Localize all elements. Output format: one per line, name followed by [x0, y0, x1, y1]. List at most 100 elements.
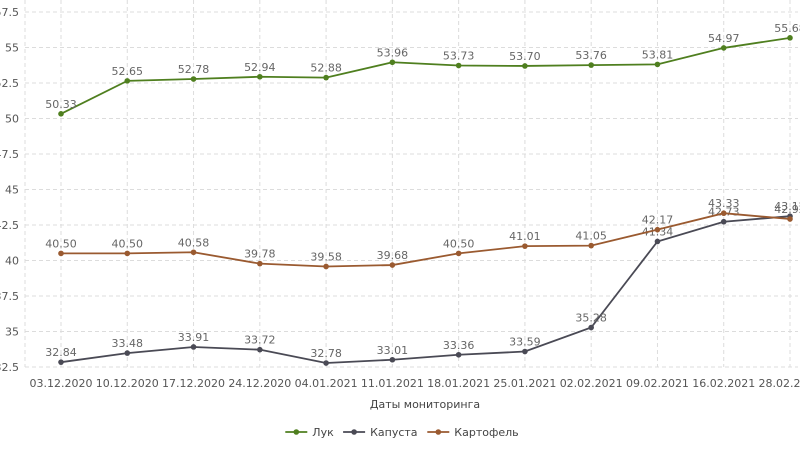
data-label: 54.97 — [708, 32, 740, 45]
data-label: 33.48 — [112, 337, 144, 350]
data-point[interactable] — [787, 35, 793, 41]
data-label: 42.92 — [774, 203, 800, 216]
data-point[interactable] — [455, 62, 462, 69]
data-label: 50.33 — [45, 98, 77, 111]
data-point[interactable] — [124, 78, 131, 84]
data-point[interactable] — [58, 359, 64, 365]
data-point[interactable] — [257, 73, 263, 80]
legend-swatch-marker — [293, 429, 300, 435]
data-point[interactable] — [58, 111, 64, 117]
y-axis-ticks: 32.5 35 37.5 40 42.5 45 47.5 50 52.5 55 57.5 — [0, 6, 19, 374]
legend-item[interactable]: Капуста — [343, 426, 418, 439]
data-point[interactable] — [654, 61, 661, 68]
data-label: 42.17 — [642, 214, 674, 227]
data-label: 53.76 — [575, 49, 607, 62]
data-point[interactable] — [190, 76, 197, 82]
y-tick-label: 50 — [5, 113, 19, 126]
y-tick-label: 57.5 — [0, 6, 19, 19]
data-label: 35.28 — [575, 312, 607, 325]
data-label: 40.50 — [112, 237, 144, 250]
data-point[interactable] — [522, 63, 528, 69]
data-label: 39.68 — [377, 249, 409, 262]
data-point[interactable] — [588, 242, 594, 249]
x-tick-label: 25.01.2021 — [493, 377, 556, 390]
data-point[interactable] — [720, 45, 727, 51]
data-label: 41.05 — [575, 230, 607, 243]
data-label: 40.50 — [443, 237, 475, 250]
data-label: 53.81 — [642, 48, 674, 61]
legend-label: Лук — [312, 426, 334, 439]
x-tick-label: 17.12.2020 — [162, 377, 225, 390]
data-point[interactable] — [389, 356, 396, 363]
data-label: 33.72 — [244, 334, 276, 347]
data-point[interactable] — [323, 263, 329, 270]
legend-label: Картофель — [454, 426, 518, 439]
data-label: 52.65 — [112, 65, 144, 78]
data-point[interactable] — [58, 250, 64, 257]
data-point[interactable] — [455, 250, 462, 257]
data-point[interactable] — [257, 260, 263, 267]
x-tick-label: 09.02.2021 — [626, 377, 689, 390]
legend-item[interactable]: Картофель — [427, 426, 519, 439]
data-point[interactable] — [190, 249, 197, 256]
data-label: 52.94 — [244, 61, 276, 74]
vertical-gridlines — [24, 0, 791, 367]
data-point[interactable] — [588, 324, 594, 331]
y-tick-label: 42.5 — [0, 219, 19, 232]
x-tick-label: 18.01.2021 — [427, 377, 490, 390]
series-0: 50.33 52.65 52.78 52.94 52.88 53.96 53.73 53.70… — [45, 22, 800, 117]
data-point[interactable] — [323, 360, 329, 366]
horizontal-gridlines — [25, 11, 798, 368]
data-point[interactable] — [522, 243, 528, 249]
data-label: 41.01 — [509, 230, 541, 243]
y-tick-label: 55 — [5, 42, 19, 55]
data-point[interactable] — [654, 238, 661, 245]
data-point[interactable] — [720, 210, 727, 217]
y-tick-label: 37.5 — [0, 290, 19, 303]
x-tick-label: 04.01.2021 — [295, 377, 358, 390]
data-point[interactable] — [257, 346, 263, 353]
data-label: 52.78 — [178, 63, 210, 76]
data-point[interactable] — [455, 351, 462, 358]
data-label: 33.01 — [377, 344, 409, 357]
x-tick-label: 16.02.2021 — [692, 377, 755, 390]
data-label: 55.68 — [774, 22, 800, 35]
data-label: 53.73 — [443, 50, 475, 63]
x-tick-label: 24.12.2020 — [228, 377, 291, 390]
data-point[interactable] — [389, 262, 396, 268]
data-point[interactable] — [654, 226, 661, 233]
data-label: 32.84 — [45, 346, 77, 359]
legend-swatch-marker — [351, 429, 357, 435]
data-point[interactable] — [389, 59, 396, 66]
x-tick-label: 10.12.2020 — [96, 377, 159, 390]
data-label: 43.12 — [774, 200, 800, 213]
data-label: 40.58 — [178, 236, 210, 249]
data-point[interactable] — [522, 348, 528, 355]
data-point[interactable] — [588, 62, 594, 68]
y-tick-label: 47.5 — [0, 148, 19, 161]
y-tick-label: 32.5 — [0, 361, 19, 374]
data-point[interactable] — [190, 344, 197, 350]
x-axis-ticks: 03.12.2020 10.12.2020 17.12.2020 24.12.2020… — [30, 377, 800, 390]
legend[interactable]: Лук Капуста Картофель — [285, 426, 519, 439]
x-tick-label: 03.12.2020 — [30, 377, 93, 390]
data-point[interactable] — [323, 74, 329, 81]
x-tick-label: 02.02.2021 — [560, 377, 623, 390]
data-point[interactable] — [124, 250, 131, 257]
data-point[interactable] — [124, 350, 131, 356]
series-line — [61, 212, 791, 268]
series-line — [60, 36, 791, 115]
y-tick-label: 40 — [5, 255, 19, 268]
legend-swatch-marker — [435, 429, 442, 435]
data-point[interactable] — [787, 216, 793, 222]
data-label: 53.96 — [377, 46, 409, 59]
x-tick-label: 28.02.2021 — [759, 377, 800, 390]
data-label: 52.88 — [310, 62, 342, 75]
y-tick-label: 45 — [5, 184, 19, 197]
series-2: 40.50 40.50 40.58 39.78 39.58 39.68 40.50 41.01… — [45, 197, 800, 270]
legend-item[interactable]: Лук — [285, 426, 334, 439]
data-point[interactable] — [720, 218, 727, 225]
x-tick-label: 11.01.2021 — [361, 377, 424, 390]
series-line — [60, 215, 791, 364]
